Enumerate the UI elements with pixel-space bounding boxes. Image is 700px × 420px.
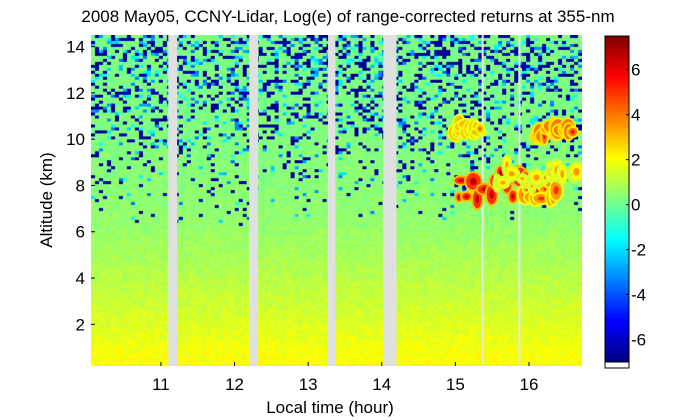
y-tick-label: 14 bbox=[66, 38, 85, 57]
x-tick-label: 13 bbox=[299, 375, 318, 394]
cloud-layer bbox=[492, 153, 582, 194]
colorbar-tick-label: 2 bbox=[631, 151, 640, 170]
x-tick-label: 15 bbox=[446, 375, 465, 394]
colorbar-tick-label: 4 bbox=[631, 106, 640, 125]
x-tick-label: 12 bbox=[225, 375, 244, 394]
data-gap bbox=[249, 35, 259, 366]
cloud-layer bbox=[529, 116, 579, 146]
y-tick-label: 2 bbox=[76, 315, 85, 334]
x-axis-label: Local time (hour) bbox=[266, 398, 394, 417]
colorbar-frame bbox=[604, 35, 630, 369]
cloud-features bbox=[447, 113, 582, 211]
colorbar-ticks: -6 -4 -2 0 2 4 6 bbox=[626, 61, 646, 350]
colorbar-tick-label: -6 bbox=[631, 331, 646, 350]
data-gap bbox=[383, 35, 397, 366]
y-axis-label: Altitude (km) bbox=[37, 152, 56, 247]
y-axis-ticks: 2 4 6 8 10 12 14 bbox=[66, 38, 95, 334]
colorbar-tick-label: 0 bbox=[631, 196, 640, 215]
x-axis-ticks: 11 12 13 14 15 16 bbox=[152, 362, 538, 394]
y-tick-label: 8 bbox=[76, 176, 85, 195]
x-tick-label: 11 bbox=[152, 375, 170, 394]
y-tick-label: 6 bbox=[76, 223, 85, 242]
data-gap bbox=[168, 35, 178, 366]
y-tick-label: 10 bbox=[66, 130, 85, 149]
colorbar-tick-label: 6 bbox=[631, 61, 640, 80]
chart-title: 2008 May05, CCNY-Lidar, Log(e) of range-… bbox=[81, 7, 614, 26]
y-tick-label: 4 bbox=[76, 269, 85, 288]
y-tick-label: 12 bbox=[66, 84, 85, 103]
colorbar-tick-label: -4 bbox=[631, 286, 646, 305]
x-tick-label: 14 bbox=[372, 375, 391, 394]
x-tick-label: 16 bbox=[520, 375, 539, 394]
colorbar bbox=[604, 35, 630, 369]
colorbar-tick-label: -2 bbox=[631, 241, 646, 260]
cloud-layer bbox=[447, 113, 487, 143]
data-gap bbox=[328, 35, 336, 366]
